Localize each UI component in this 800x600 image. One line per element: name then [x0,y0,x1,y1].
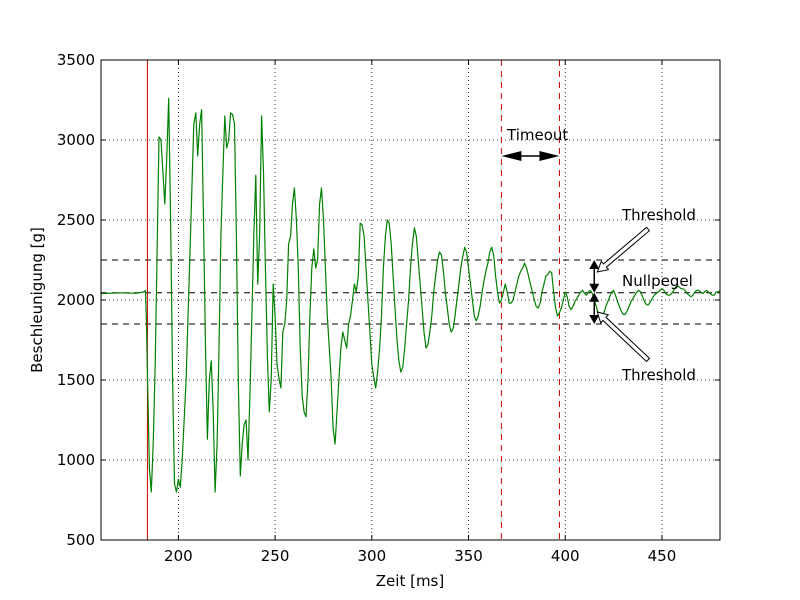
x-axis-label: Zeit [ms] [376,572,444,590]
x-tick-label: 250 [261,547,290,565]
annotations [501,151,651,363]
grid [101,60,720,540]
timeout-label: Timeout [506,126,568,144]
threshold-lower-pointer [596,311,651,363]
y-axis-label: Beschleunigung [g] [28,227,46,373]
ticks: 200 250 300 350 400 450 500 1000 1500 2000 2500 300… [57,51,720,565]
timeout-arrow-head-left [501,151,522,161]
series-line-0 [101,97,720,493]
y-tick-label: 3000 [57,131,95,149]
y-tick-label: 500 [66,531,95,549]
x-tick-label: 350 [454,547,483,565]
x-tick-label: 200 [164,547,193,565]
threshold-lower-arrow-head-top [589,292,600,302]
y-tick-label: 2500 [57,211,95,229]
y-tick-label: 2000 [57,291,95,309]
timeout-arrow-head-right [539,151,560,161]
y-tick-label: 1000 [57,451,95,469]
threshold-upper-arrow-head-bottom [589,283,600,293]
y-tick-label: 1500 [57,371,95,389]
threshold-upper-label: Threshold [621,206,696,224]
x-tick-label: 450 [648,547,677,565]
series-layer [101,97,720,493]
threshold-lower-label: Threshold [621,366,696,384]
threshold-lower-arrow-head-bottom [589,315,600,324]
y-tick-label: 3500 [57,51,95,69]
threshold-upper-pointer [596,226,651,273]
x-tick-label: 400 [551,547,580,565]
x-tick-label: 300 [357,547,386,565]
nullpegel-label: Nullpegel [622,272,693,290]
threshold-upper-arrow-head-top [589,260,600,269]
